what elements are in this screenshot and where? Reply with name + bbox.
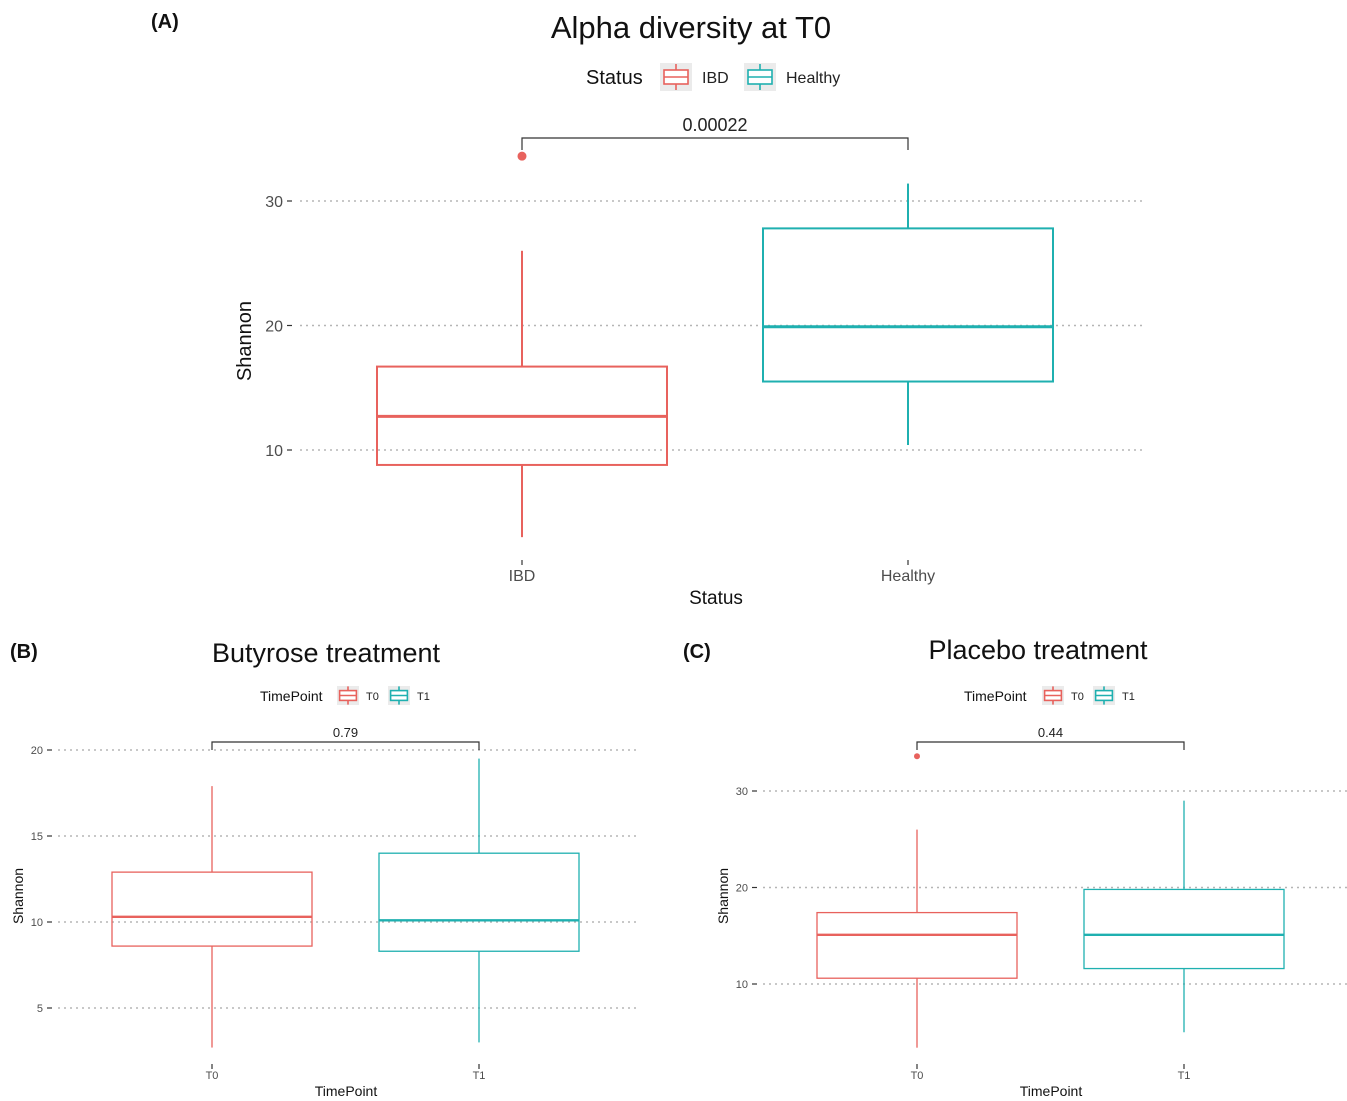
outlier-point-c-t0-0	[914, 753, 920, 760]
legend-label-t1-c: T1	[1122, 691, 1135, 703]
p-value-label-a: 0.00022	[682, 115, 747, 135]
x-tick-label-c-t0: T0	[911, 1070, 924, 1082]
significance-bracket-a	[521, 137, 909, 150]
legend-title-a: Status	[586, 67, 643, 89]
plot-area-c: 10 20 30 T0 T1 0.44	[736, 725, 1347, 1082]
y-tick-label-b-20: 20	[31, 745, 43, 757]
y-tick-label-b-10: 10	[31, 917, 43, 929]
x-tick-label-b-t0: T0	[206, 1070, 219, 1082]
p-value-label-b: 0.79	[333, 725, 358, 740]
legend-key-t0-c	[1043, 686, 1063, 705]
panel-label-b: (B)	[10, 641, 38, 663]
plot-area-b: 5 10 15 20 T0 T1 0.79	[31, 725, 640, 1082]
chart-title-a: Alpha diversity at T0	[551, 10, 831, 45]
legend-a: Status IBD Healthy	[586, 63, 840, 91]
iqr-box-b-t0	[111, 871, 313, 947]
iqr-box-c-t0	[816, 911, 1018, 979]
box-c-t1	[1083, 800, 1285, 1033]
panel-b: (B) Butyrose treatment TimePoint T0 T1 5…	[10, 638, 640, 1099]
legend-label-t1-b: T1	[417, 691, 430, 703]
panel-a: (A) Alpha diversity at T0 Status IBD Hea…	[151, 10, 1142, 609]
x-axis-label-b: TimePoint	[315, 1083, 378, 1099]
panel-label-a: (A)	[151, 11, 179, 33]
panel-label-c: (C)	[683, 641, 711, 663]
iqr-box-b-t1	[378, 852, 580, 952]
box-b-t0	[111, 786, 313, 1048]
x-tick-label-a-ibd: IBD	[509, 568, 536, 585]
p-value-label-c: 0.44	[1038, 725, 1063, 740]
legend-title-c: TimePoint	[964, 688, 1027, 704]
legend-label-healthy-a: Healthy	[786, 70, 840, 87]
y-tick-label-c-10: 10	[736, 979, 748, 991]
legend-key-t1-c	[1094, 686, 1114, 705]
y-tick-label-b-5: 5	[37, 1003, 43, 1015]
outlier-point-a-ibd-0	[517, 151, 527, 161]
x-tick-label-a-healthy: Healthy	[881, 568, 935, 585]
y-tick-label-a-30: 30	[265, 194, 283, 211]
x-axis-label-c: TimePoint	[1020, 1083, 1083, 1099]
chart-title-c: Placebo treatment	[928, 635, 1148, 665]
legend-c: TimePoint T0 T1	[964, 686, 1135, 705]
legend-key-ibd-a	[663, 64, 689, 90]
box-a-ibd	[376, 151, 668, 538]
legend-label-ibd-a: IBD	[702, 70, 729, 87]
significance-bracket-b	[211, 741, 480, 750]
y-axis-label-c: Shannon	[715, 868, 731, 924]
legend-key-t0-b	[338, 686, 358, 705]
significance-bracket-c	[916, 741, 1185, 750]
legend-key-t1-b	[389, 686, 409, 705]
legend-label-t0-c: T0	[1071, 691, 1084, 703]
y-tick-label-a-20: 20	[265, 318, 283, 335]
iqr-box-a-healthy	[762, 227, 1054, 383]
y-tick-label-c-20: 20	[736, 882, 748, 894]
box-a-healthy	[762, 183, 1054, 446]
legend-label-t0-b: T0	[366, 691, 379, 703]
x-tick-label-b-t1: T1	[473, 1070, 486, 1082]
iqr-box-c-t1	[1083, 888, 1285, 970]
y-tick-label-a-10: 10	[265, 443, 283, 460]
x-tick-label-c-t1: T1	[1178, 1070, 1191, 1082]
y-axis-label-b: Shannon	[10, 868, 26, 924]
box-c-t0	[816, 753, 1018, 1048]
legend-key-healthy-a	[747, 64, 773, 90]
y-axis-label-a: Shannon	[234, 301, 256, 381]
chart-title-b: Butyrose treatment	[212, 638, 441, 668]
y-tick-label-b-15: 15	[31, 831, 43, 843]
box-b-t1	[378, 758, 580, 1043]
legend-title-b: TimePoint	[260, 688, 323, 704]
x-axis-label-a: Status	[689, 588, 743, 609]
y-tick-label-c-30: 30	[736, 786, 748, 798]
panel-c: (C) Placebo treatment TimePoint T0 T1 10…	[683, 635, 1347, 1099]
legend-b: TimePoint T0 T1	[260, 686, 430, 705]
plot-area-a: 10 20 30 IBD Healthy 0.00022	[265, 115, 1142, 585]
